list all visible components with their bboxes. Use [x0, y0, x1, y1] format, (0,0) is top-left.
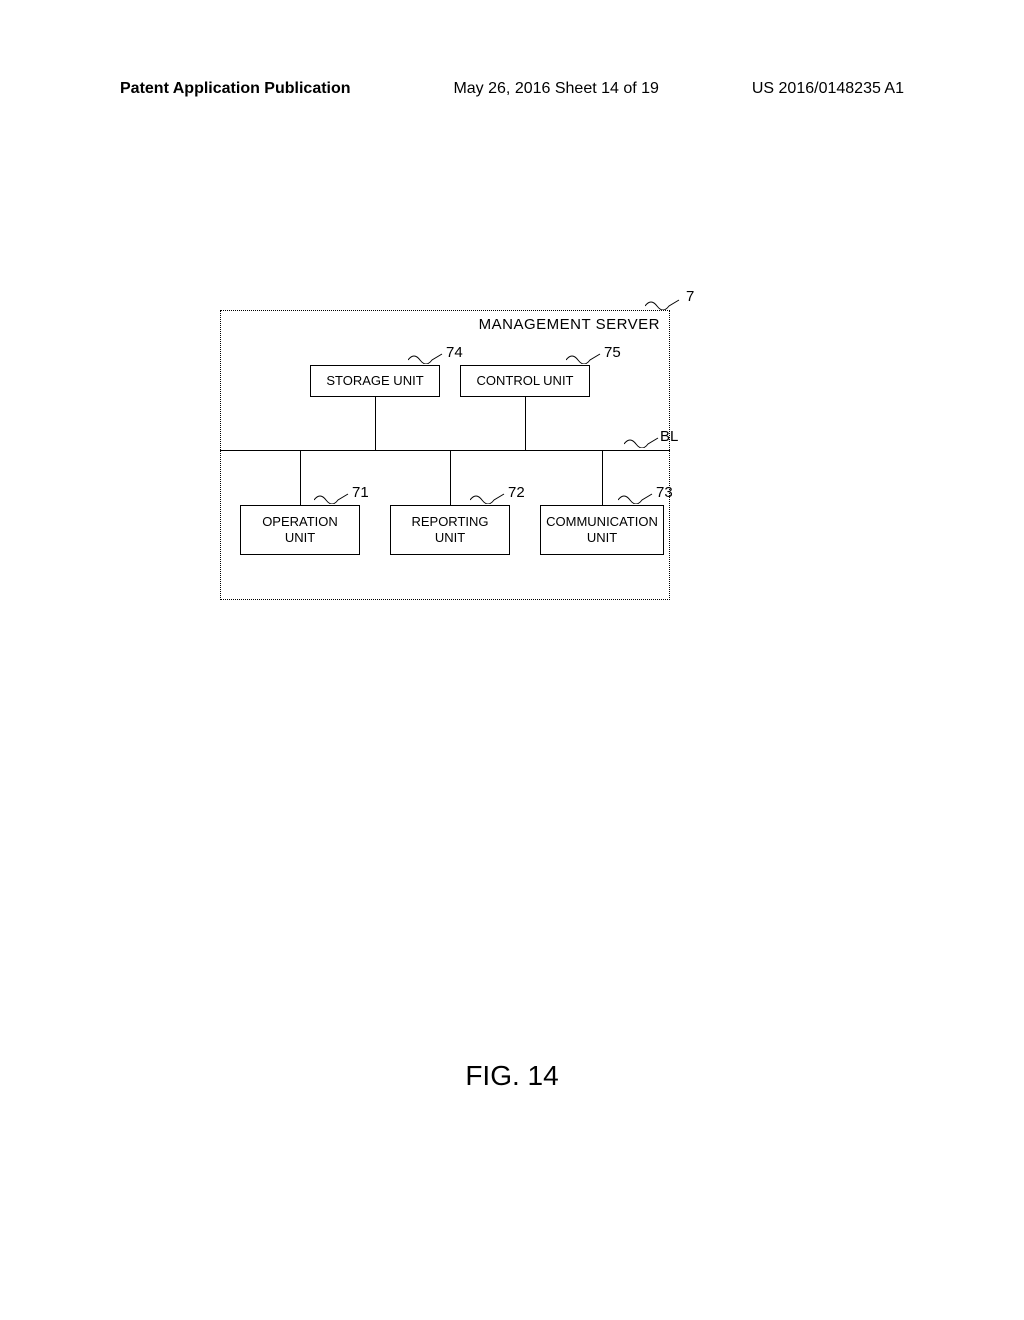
operation-label: OPERATION UNIT: [262, 514, 338, 545]
header-mid: May 26, 2016 Sheet 14 of 19: [453, 80, 658, 98]
ref-outer: 7: [686, 288, 694, 305]
page-header: Patent Application Publication May 26, 2…: [0, 80, 1024, 98]
leader-reporting: [470, 490, 506, 504]
leader-control: [566, 350, 602, 364]
block-diagram: 7 MANAGEMENT SERVER STORAGE UNIT 74 CONT…: [220, 310, 670, 600]
stub-communication: [602, 450, 603, 505]
header-right: US 2016/0148235 A1: [752, 80, 904, 98]
leader-outer: [645, 296, 681, 310]
control-label: CONTROL UNIT: [476, 373, 573, 389]
stub-storage: [375, 397, 376, 450]
server-title: MANAGEMENT SERVER: [479, 316, 660, 333]
leader-communication: [618, 490, 654, 504]
figure-caption: FIG. 14: [0, 1060, 1024, 1092]
storage-unit-box: STORAGE UNIT: [310, 365, 440, 397]
stub-reporting: [450, 450, 451, 505]
ref-operation: 71: [352, 484, 369, 501]
ref-bus: BL: [660, 428, 678, 445]
communication-unit-box: COMMUNICATION UNIT: [540, 505, 664, 555]
communication-label: COMMUNICATION UNIT: [546, 514, 658, 545]
reporting-unit-box: REPORTING UNIT: [390, 505, 510, 555]
stub-control: [525, 397, 526, 450]
stub-operation: [300, 450, 301, 505]
leader-operation: [314, 490, 350, 504]
ref-control: 75: [604, 344, 621, 361]
ref-communication: 73: [656, 484, 673, 501]
ref-storage: 74: [446, 344, 463, 361]
operation-unit-box: OPERATION UNIT: [240, 505, 360, 555]
header-left: Patent Application Publication: [120, 80, 351, 98]
ref-reporting: 72: [508, 484, 525, 501]
reporting-label: REPORTING UNIT: [411, 514, 488, 545]
leader-bus: [624, 434, 660, 448]
leader-storage: [408, 350, 444, 364]
control-unit-box: CONTROL UNIT: [460, 365, 590, 397]
storage-label: STORAGE UNIT: [326, 373, 423, 389]
